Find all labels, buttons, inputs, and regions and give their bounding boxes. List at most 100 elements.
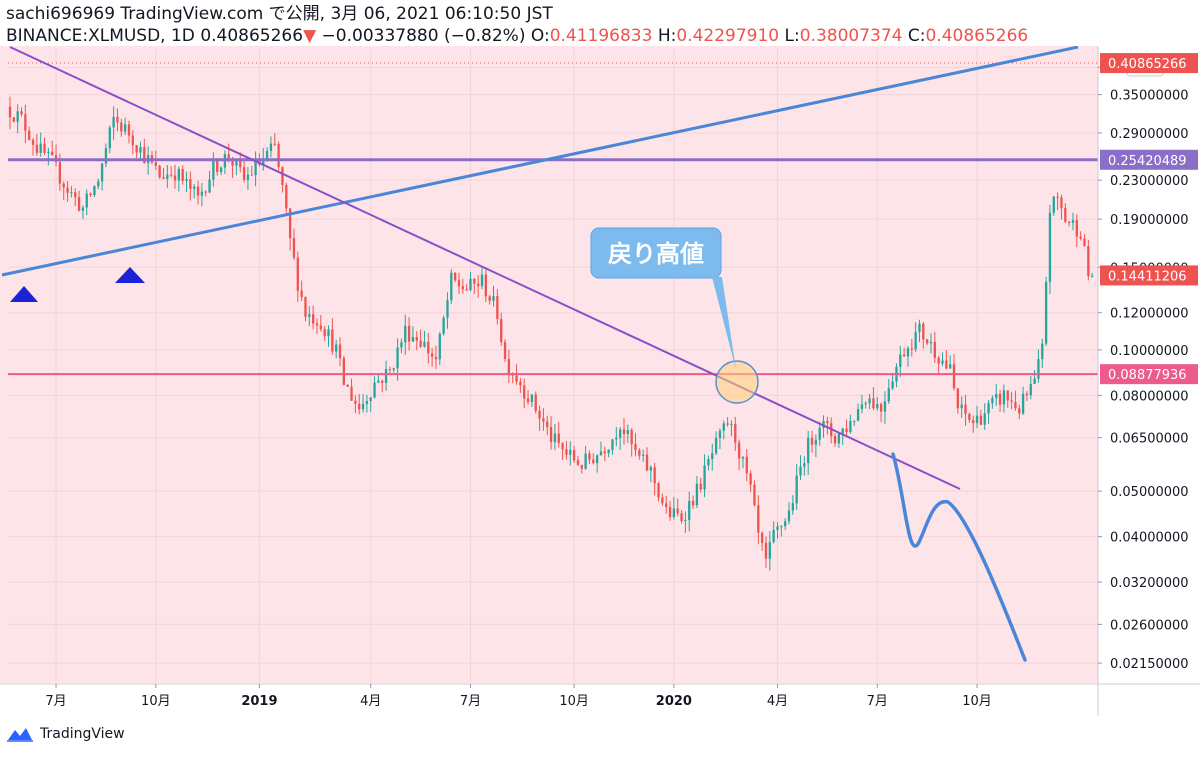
last-price: 0.40865266 [200, 26, 304, 46]
candle-body [131, 135, 134, 146]
candle-body [442, 317, 445, 334]
candle-body [580, 464, 583, 469]
candle-body [1044, 281, 1048, 344]
candle-body [250, 174, 253, 176]
candle-body [691, 500, 695, 506]
candle-body [787, 510, 791, 522]
price-tick-label: 0.10000000 [1110, 344, 1189, 359]
candle-body [768, 542, 771, 559]
candle-body [1052, 196, 1055, 213]
candle-body [369, 397, 372, 402]
candle-body [703, 465, 706, 490]
candle-body [868, 398, 871, 404]
highlight-circle [715, 360, 759, 404]
candle-body [319, 325, 322, 330]
price-tick-label: 0.12000000 [1110, 307, 1189, 322]
candle-body [987, 403, 990, 414]
candle-body [707, 459, 710, 466]
low-value: 0.38007374 [799, 26, 903, 46]
publish-info: sachi696969 TradingView.com で公開, 3月 06, … [6, 4, 553, 24]
open-label: O: [530, 26, 550, 46]
candle-body [1083, 238, 1086, 247]
candle-body [1002, 390, 1006, 405]
close-value: 0.40865266 [925, 26, 1029, 46]
rising-trendline [1, 46, 1079, 277]
candle-body [361, 403, 365, 410]
candle-body [741, 456, 745, 459]
candle-body [672, 508, 676, 518]
candle-body [864, 403, 867, 405]
candle-body [308, 314, 311, 317]
candle-body [622, 429, 626, 435]
candle-body [595, 455, 599, 464]
candle-body [619, 429, 622, 438]
candle-body [100, 163, 104, 182]
candle-body [469, 278, 472, 291]
candle-body [500, 319, 503, 343]
change-value: −0.00337880 (−0.82%) [321, 26, 526, 46]
candle-body [876, 403, 879, 409]
candle-body [933, 341, 936, 358]
candle-body [120, 122, 123, 132]
candle-body [584, 453, 587, 469]
candle-body [381, 380, 384, 383]
candle-body [975, 415, 979, 424]
candle-body [492, 296, 495, 301]
candle-body [8, 106, 12, 118]
candle-body [47, 151, 50, 153]
candle-body [411, 336, 415, 342]
candle-body [354, 400, 357, 404]
high-value: 0.42297910 [676, 26, 780, 46]
candle-body [910, 348, 913, 350]
candle-body [565, 449, 568, 455]
candle-body [292, 238, 296, 258]
candle-body [85, 193, 88, 208]
candle-body [66, 187, 69, 193]
candle-body [288, 208, 292, 239]
time-tick-label: 7月 [45, 694, 66, 709]
candle-body [139, 147, 142, 153]
candle-body [749, 473, 752, 485]
candle-body [242, 167, 246, 180]
candle-body [952, 364, 956, 389]
candle-body [630, 430, 633, 445]
candle-body [346, 384, 349, 387]
candle-body [546, 421, 549, 427]
candle-body [922, 323, 925, 340]
price-chart[interactable]: 戻り高値0.40.350000000.290000000.230000000.1… [0, 46, 1200, 716]
candle-body [430, 353, 434, 357]
candle-body [143, 147, 146, 164]
candle-body [511, 374, 514, 376]
candle-body [607, 449, 610, 454]
candle-body [887, 388, 890, 402]
candle-body [638, 450, 641, 456]
candle-body [676, 508, 679, 514]
candle-body [461, 286, 464, 290]
ohlc-line: BINANCE:XLMUSD, 1D 0.40865266▼ −0.003378… [6, 25, 1196, 47]
candle-body [89, 193, 92, 196]
price-label-current: 0.14411206 [1108, 269, 1187, 284]
candle-body [196, 186, 200, 196]
candle-body [814, 439, 818, 445]
candle-body [657, 483, 660, 498]
time-tick-label: 10月 [141, 694, 171, 709]
time-tick-label: 7月 [867, 694, 888, 709]
candle-body [960, 404, 963, 409]
candle-body [480, 274, 484, 287]
candle-body [680, 513, 683, 522]
candle-body [304, 296, 307, 317]
price-tick-label: 0.05000000 [1110, 485, 1189, 500]
time-tick-label: 4月 [360, 694, 381, 709]
candle-body [373, 382, 376, 398]
candle-body [549, 426, 553, 443]
candle-body [642, 454, 645, 456]
candle-body [488, 296, 491, 301]
candle-body [277, 143, 280, 168]
candle-body [734, 423, 737, 443]
time-tick-label: 10月 [559, 694, 589, 709]
candle-body [446, 300, 449, 318]
candle-body [515, 375, 518, 382]
candle-body [983, 413, 986, 425]
candle-body [1029, 384, 1032, 396]
candle-body [35, 144, 39, 153]
